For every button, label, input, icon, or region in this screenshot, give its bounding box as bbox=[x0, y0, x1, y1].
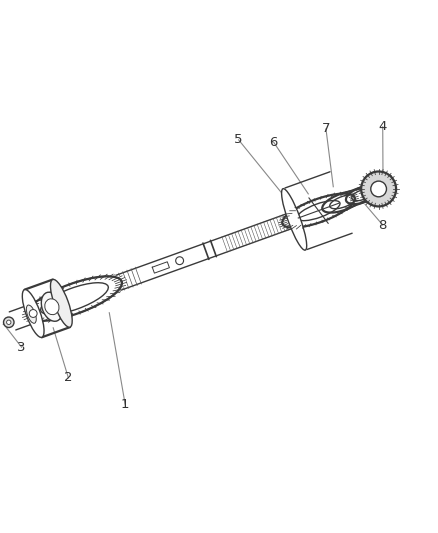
Ellipse shape bbox=[22, 289, 44, 337]
Text: 8: 8 bbox=[378, 219, 387, 231]
Ellipse shape bbox=[45, 299, 59, 314]
Circle shape bbox=[7, 320, 11, 325]
Ellipse shape bbox=[282, 189, 307, 250]
Circle shape bbox=[29, 310, 37, 318]
Text: 1: 1 bbox=[121, 398, 129, 410]
Circle shape bbox=[4, 317, 14, 327]
Ellipse shape bbox=[50, 279, 72, 327]
Text: 3: 3 bbox=[18, 341, 26, 354]
Circle shape bbox=[361, 172, 396, 206]
Text: 7: 7 bbox=[322, 123, 330, 135]
Circle shape bbox=[371, 181, 386, 197]
Ellipse shape bbox=[279, 192, 358, 229]
Circle shape bbox=[176, 257, 184, 264]
Ellipse shape bbox=[26, 305, 36, 324]
Ellipse shape bbox=[297, 200, 340, 221]
Text: 6: 6 bbox=[269, 135, 278, 149]
Ellipse shape bbox=[23, 275, 126, 322]
Text: 2: 2 bbox=[64, 372, 73, 384]
Ellipse shape bbox=[41, 292, 63, 321]
Text: 4: 4 bbox=[378, 120, 387, 133]
Text: 5: 5 bbox=[234, 133, 243, 147]
